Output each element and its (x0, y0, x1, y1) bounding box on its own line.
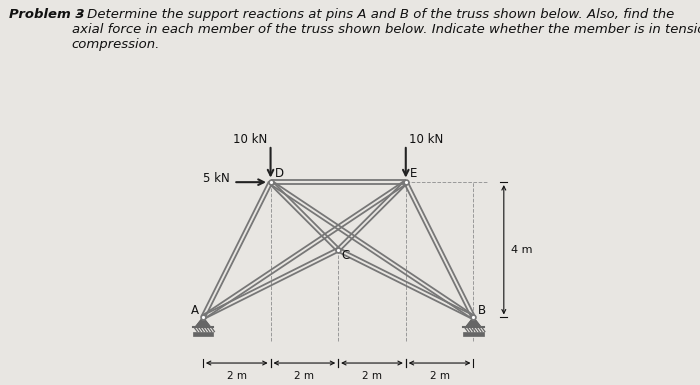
Text: – Determine the support reactions at pins A and B of the truss shown below. Also: – Determine the support reactions at pin… (71, 8, 700, 51)
Text: 2 m: 2 m (362, 372, 382, 382)
Polygon shape (195, 317, 211, 327)
Bar (193, 331, 213, 336)
Bar (463, 331, 484, 336)
Text: 5 kN: 5 kN (203, 172, 230, 185)
Text: C: C (342, 249, 350, 262)
Polygon shape (466, 317, 481, 327)
Text: 2 m: 2 m (430, 372, 449, 382)
Text: 2 m: 2 m (227, 372, 247, 382)
Text: E: E (410, 167, 417, 181)
Text: 10 kN: 10 kN (410, 134, 443, 146)
Text: A: A (191, 305, 199, 317)
Text: B: B (477, 305, 486, 317)
Text: 10 kN: 10 kN (233, 134, 267, 146)
Text: Problem 3: Problem 3 (9, 8, 85, 21)
Text: D: D (274, 167, 284, 181)
Text: 2 m: 2 m (295, 372, 314, 382)
Text: 4 m: 4 m (511, 245, 533, 255)
